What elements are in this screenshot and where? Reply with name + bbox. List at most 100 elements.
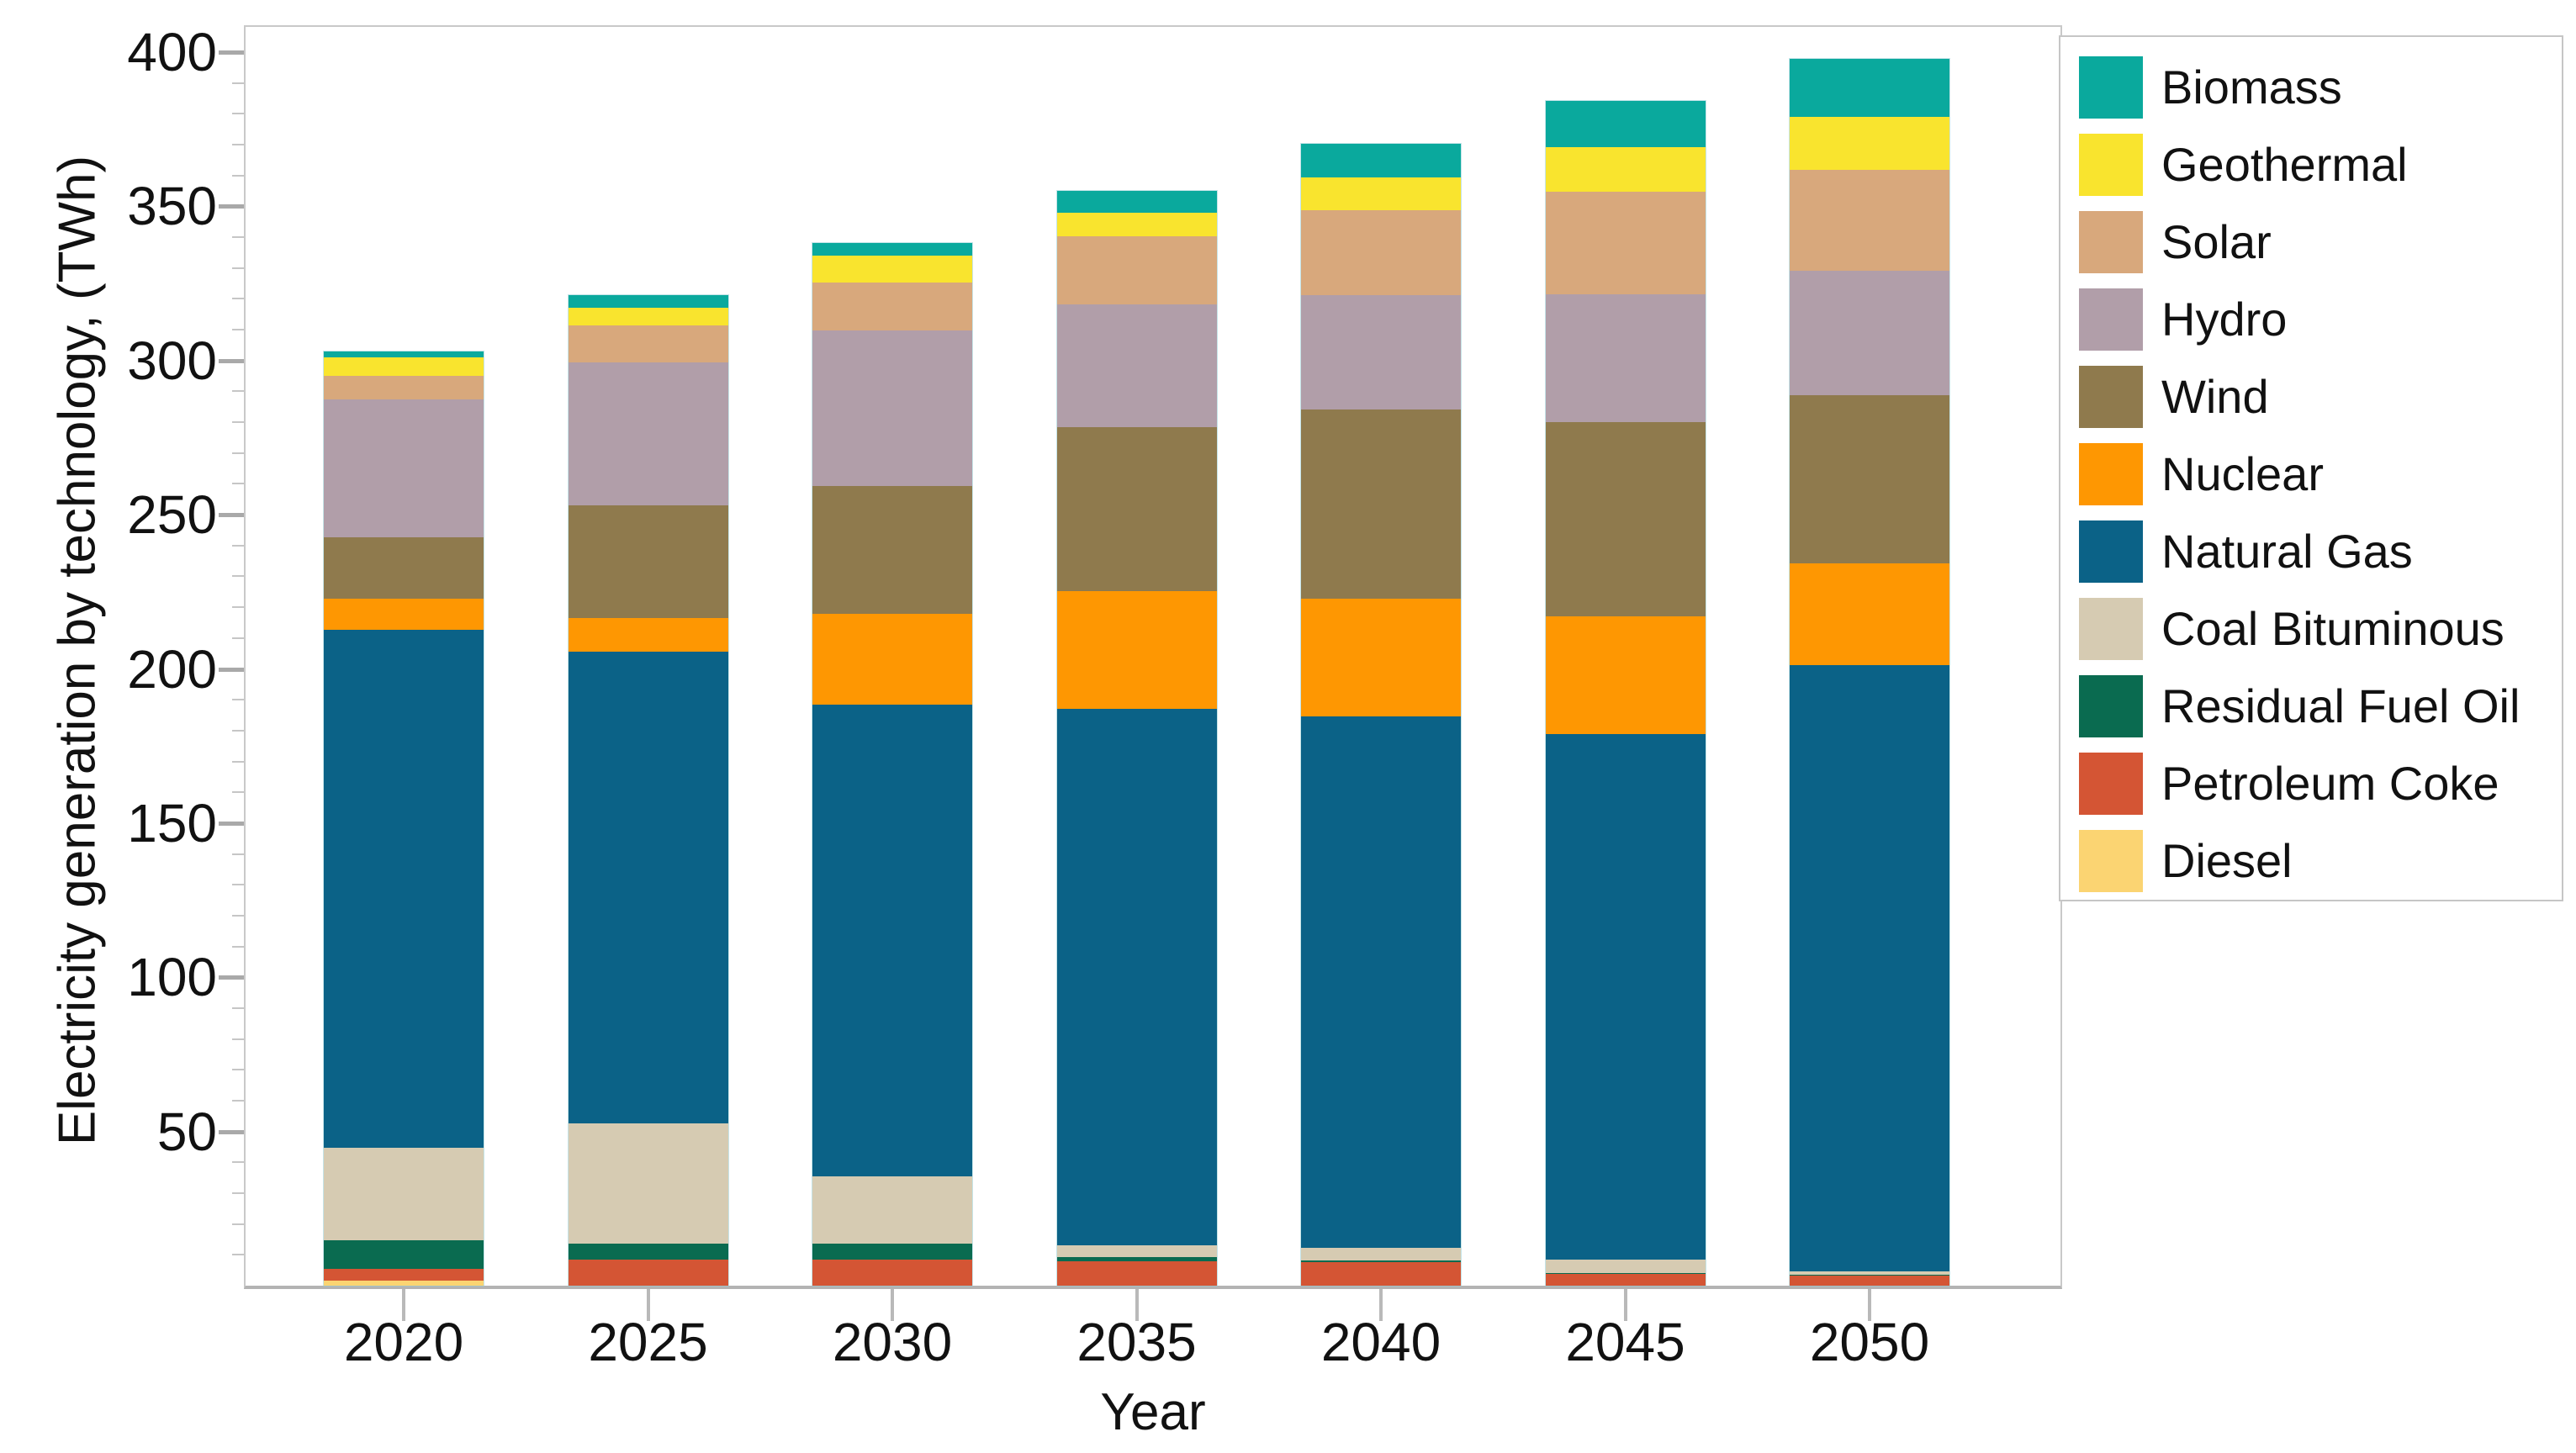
segment-wind-2030	[812, 485, 972, 615]
y-minor-tick-230	[232, 575, 244, 578]
segment-natural-gas-2030	[812, 704, 972, 1177]
y-minor-tick-130	[232, 884, 244, 886]
legend-item-coal-bituminous: Coal Bituminous	[2060, 590, 2562, 668]
segment-residual-fuel-oil-2040	[1301, 1260, 1461, 1263]
legend-label: Diesel	[2161, 834, 2293, 887]
y-major-tick-150	[219, 821, 244, 826]
legend-label: Nuclear	[2161, 447, 2324, 500]
segment-biomass-2025	[568, 294, 728, 309]
y-major-tick-250	[219, 513, 244, 518]
segment-hydro-2025	[568, 362, 728, 506]
y-minor-tick-10	[232, 1254, 244, 1256]
y-minor-tick-290	[232, 390, 244, 393]
y-major-tick-300	[219, 358, 244, 363]
segment-coal-bituminous-2020	[324, 1148, 484, 1241]
legend-item-petroleum-coke: Petroleum Coke	[2060, 745, 2562, 822]
y-minor-tick-170	[232, 760, 244, 763]
legend-label: Residual Fuel Oil	[2161, 679, 2520, 732]
legend-item-natural-gas: Natural Gas	[2060, 513, 2562, 590]
segment-natural-gas-2050	[1790, 664, 1949, 1272]
segment-nuclear-2045	[1545, 616, 1706, 735]
y-major-tick-200	[219, 667, 244, 672]
legend-label: Petroleum Coke	[2161, 757, 2499, 810]
segment-wind-2025	[568, 505, 728, 618]
x-tick-label-2050: 2050	[1809, 1312, 1930, 1372]
y-tick-label-350: 350	[127, 176, 217, 237]
x-tick-2050	[1868, 1289, 1871, 1321]
bar-2040	[1300, 142, 1462, 1287]
y-minor-tick-90	[232, 1007, 244, 1009]
legend-swatch-nuclear	[2079, 443, 2143, 505]
x-tick-2030	[891, 1289, 894, 1321]
legend-swatch-hydro	[2079, 288, 2143, 351]
legend-swatch-coal-bituminous	[2079, 598, 2143, 660]
segment-hydro-2020	[324, 399, 484, 537]
y-tick-label-150: 150	[127, 792, 217, 853]
segment-hydro-2050	[1790, 271, 1949, 396]
segment-coal-bituminous-2050	[1790, 1271, 1949, 1275]
x-tick-2020	[402, 1289, 405, 1321]
bar-2035	[1055, 189, 1218, 1287]
legend-swatch-geothermal	[2079, 134, 2143, 196]
segment-coal-bituminous-2040	[1301, 1247, 1461, 1261]
segment-hydro-2035	[1056, 304, 1217, 427]
legend-item-solar: Solar	[2060, 203, 2562, 281]
segment-wind-2035	[1056, 426, 1217, 592]
y-minor-tick-40	[232, 1161, 244, 1164]
segment-hydro-2045	[1545, 293, 1706, 422]
segment-solar-2040	[1301, 210, 1461, 295]
segment-natural-gas-2045	[1545, 734, 1706, 1260]
segment-wind-2050	[1790, 395, 1949, 564]
segment-hydro-2030	[812, 330, 972, 486]
x-tick-label-2025: 2025	[588, 1312, 708, 1372]
segment-natural-gas-2035	[1056, 708, 1217, 1246]
segment-natural-gas-2020	[324, 629, 484, 1149]
y-tick-label-50: 50	[156, 1101, 217, 1162]
y-tick-label-200: 200	[127, 638, 217, 700]
legend-label: Geothermal	[2161, 138, 2408, 191]
legend-label: Coal Bituminous	[2161, 602, 2505, 655]
segment-coal-bituminous-2035	[1056, 1245, 1217, 1257]
y-minor-tick-380	[232, 113, 244, 115]
y-minor-tick-120	[232, 914, 244, 917]
segment-coal-bituminous-2045	[1545, 1259, 1706, 1273]
segment-solar-2020	[324, 376, 484, 400]
bar-2030	[812, 242, 973, 1287]
segment-geothermal-2030	[812, 255, 972, 283]
segment-geothermal-2045	[1545, 146, 1706, 193]
legend-item-residual-fuel-oil: Residual Fuel Oil	[2060, 668, 2562, 745]
segment-solar-2030	[812, 282, 972, 330]
segment-natural-gas-2025	[568, 652, 728, 1124]
segment-residual-fuel-oil-2045	[1545, 1272, 1706, 1274]
x-tick-2045	[1623, 1289, 1627, 1321]
segment-solar-2045	[1545, 192, 1706, 294]
legend-item-biomass: Biomass	[2060, 49, 2562, 126]
bar-2020	[323, 350, 484, 1287]
segment-residual-fuel-oil-2030	[812, 1243, 972, 1260]
y-minor-tick-320	[232, 298, 244, 300]
segment-biomass-2020	[324, 351, 484, 358]
y-tick-label-250: 250	[127, 484, 217, 546]
segment-geothermal-2025	[568, 308, 728, 325]
legend-item-geothermal: Geothermal	[2060, 126, 2562, 203]
segment-biomass-2040	[1301, 143, 1461, 177]
legend-swatch-biomass	[2079, 56, 2143, 119]
segment-wind-2040	[1301, 409, 1461, 599]
y-major-tick-100	[219, 975, 244, 980]
y-minor-tick-370	[232, 144, 244, 146]
legend: Biomass Geothermal Solar Hydro Wind Nuclear Na…	[2059, 35, 2563, 901]
x-tick-2025	[646, 1289, 650, 1321]
y-minor-tick-340	[232, 236, 244, 239]
y-minor-tick-70	[232, 1069, 244, 1071]
segment-petroleum-coke-2040	[1301, 1262, 1461, 1286]
y-minor-tick-30	[232, 1191, 244, 1194]
segment-biomass-2050	[1790, 58, 1949, 117]
y-minor-tick-360	[232, 174, 244, 177]
legend-label: Hydro	[2161, 293, 2288, 346]
y-minor-tick-280	[232, 421, 244, 424]
segment-biomass-2035	[1056, 190, 1217, 213]
legend-label: Natural Gas	[2161, 525, 2413, 578]
segment-petroleum-coke-2025	[568, 1260, 728, 1286]
segment-nuclear-2050	[1790, 563, 1949, 665]
y-major-tick-50	[219, 1129, 244, 1134]
